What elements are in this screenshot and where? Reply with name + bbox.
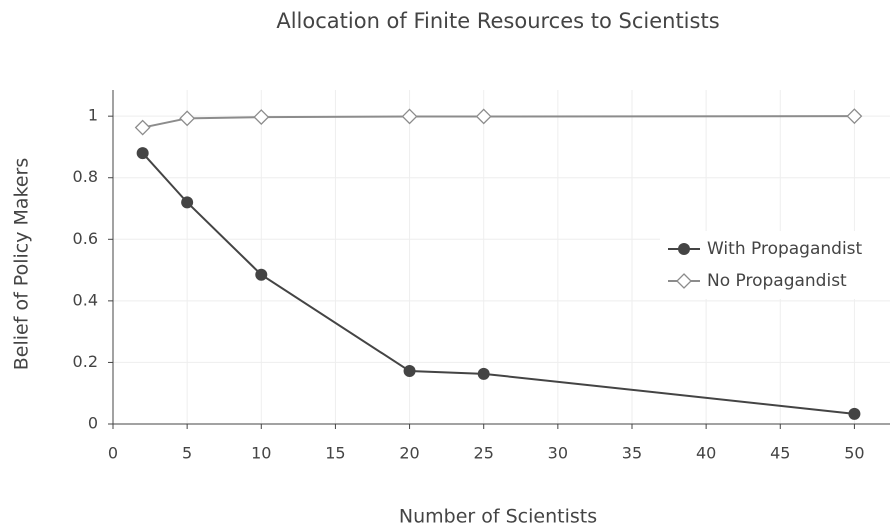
legend-label: No Propagandist: [707, 271, 847, 291]
legend-box: [660, 231, 892, 299]
y-tick-label: 0.4: [73, 290, 98, 309]
x-axis-label: Number of Scientists: [399, 506, 597, 528]
point: [846, 108, 863, 125]
x-tick-label: 30: [548, 444, 568, 463]
point: [401, 108, 418, 125]
point: [179, 110, 196, 127]
series-line: [141, 152, 855, 415]
x-tick-label: 35: [622, 444, 642, 463]
x-tick-label: 10: [251, 444, 271, 463]
legend-label: With Propagandist: [707, 239, 863, 259]
x-tick-label: 15: [325, 444, 345, 463]
point: [136, 147, 149, 160]
legend-marker: [678, 243, 690, 255]
chart-title: Allocation of Finite Resources to Scient…: [276, 9, 719, 33]
y-tick-label: 0: [88, 414, 98, 433]
x-tick-label: 20: [399, 444, 419, 463]
legend-marker: [676, 273, 692, 289]
point: [253, 109, 270, 126]
point: [134, 119, 151, 136]
series-line: [142, 115, 855, 129]
y-tick-label: 0.6: [73, 229, 98, 248]
x-tick-label: 0: [108, 444, 118, 463]
point: [848, 407, 861, 420]
point: [475, 108, 492, 125]
x-tick-label: 50: [844, 444, 864, 463]
y-tick-label: 0.2: [73, 352, 98, 371]
x-tick-label: 25: [474, 444, 494, 463]
x-tick-label: 45: [770, 444, 790, 463]
point: [255, 268, 268, 281]
y-tick-label: 1: [88, 106, 98, 125]
x-tick-label: 5: [182, 444, 192, 463]
x-tick-label: 40: [696, 444, 716, 463]
point: [477, 367, 490, 380]
y-axis-label: Belief of Policy Makers: [11, 158, 33, 371]
point: [403, 365, 416, 378]
y-tick-label: 0.8: [73, 167, 98, 186]
point: [181, 196, 194, 209]
